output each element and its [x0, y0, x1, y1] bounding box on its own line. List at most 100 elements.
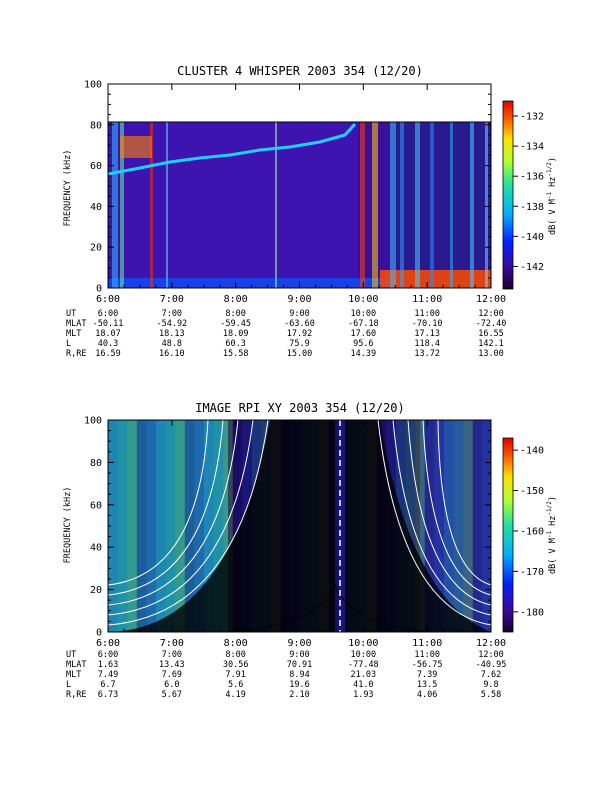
y-tick-label: 80 — [90, 458, 102, 469]
panel1-x-axis: 6:00 7:00 8:00 9:00 10:00 11:00 12:00 — [96, 84, 506, 305]
x-tick-label: 12:00 — [476, 638, 506, 649]
ephemeris-row-label: L — [66, 339, 71, 349]
y-tick-label: 80 — [90, 120, 102, 131]
x-tick-label: 10:00 — [348, 638, 378, 649]
ephemeris-value: 10:00 — [351, 650, 377, 660]
ephemeris-value: 21.03 — [351, 670, 377, 680]
panel2-colorbar — [502, 437, 514, 633]
ephemeris-value: 5.6 — [228, 680, 243, 690]
spectral-stripe — [372, 122, 378, 288]
spectral-column — [434, 420, 444, 632]
y-tick-label: 100 — [84, 80, 102, 91]
ephemeris-value: 7:00 — [162, 650, 182, 660]
spectral-column — [127, 420, 137, 632]
colorbar-tick-label: -140 — [520, 446, 544, 457]
ephemeris-value: 14.39 — [351, 349, 377, 359]
ephemeris-value: 16.10 — [159, 349, 185, 359]
ephemeris-row-label: MLAT — [66, 660, 86, 670]
ephemeris-value: 13.5 — [417, 680, 437, 690]
ephemeris-value: 15.58 — [223, 349, 249, 359]
ephemeris-value: 17.13 — [414, 329, 440, 339]
spectral-column — [146, 420, 156, 632]
ephemeris-value: 9:00 — [289, 650, 309, 660]
spectral-column — [184, 420, 195, 632]
ephemeris-value: 6:00 — [98, 309, 118, 319]
spectral-stripe — [470, 122, 474, 288]
x-tick-label: 12:00 — [476, 294, 506, 305]
ephemeris-value: 16.59 — [95, 349, 121, 359]
y-tick-label: 20 — [90, 585, 102, 596]
ephemeris-row-label: MLT — [66, 329, 81, 339]
x-tick-label: 9:00 — [287, 638, 311, 649]
ephemeris-value: 13.72 — [414, 349, 440, 359]
panel1-title: CLUSTER 4 WHISPER 2003 354 (12/20) — [177, 64, 423, 78]
spectral-column — [472, 420, 483, 632]
ephemeris-value: 18.09 — [223, 329, 249, 339]
model-curve — [108, 420, 224, 596]
ephemeris-value: -63.60 — [284, 319, 315, 329]
ephemeris-value: 2.10 — [289, 690, 309, 700]
spectral-column — [453, 420, 464, 632]
ephemeris-value: 60.3 — [225, 339, 245, 349]
ephemeris-value: 8:00 — [225, 309, 245, 319]
model-curve — [108, 420, 239, 606]
panel1-colorbar-ticks: -132 -134 -136 -138 -140 -142 — [513, 112, 544, 273]
ephemeris-value: 11:00 — [414, 309, 440, 319]
colorbar-tick-label: -140 — [520, 232, 544, 243]
y-tick-label: 0 — [96, 284, 102, 295]
x-tick-label: 11:00 — [412, 294, 442, 305]
y-tick-label: 40 — [90, 543, 102, 554]
ephemeris-value: 30.56 — [223, 660, 249, 670]
model-curve — [392, 420, 491, 616]
ephemeris-value: 95.6 — [353, 339, 373, 349]
spectral-column — [175, 420, 185, 632]
panel2-ylabel: FREQUENCY (kHz) — [63, 487, 73, 564]
model-curve — [108, 420, 269, 626]
ephemeris-value: 1.93 — [353, 690, 373, 700]
panel1-ylabel: FREQUENCY (kHz) — [63, 150, 73, 227]
ephemeris-value: 7.49 — [98, 670, 118, 680]
ephemeris-value: 7.91 — [225, 670, 245, 680]
ephemeris-value: 18.13 — [159, 329, 185, 339]
y-tick-label: 60 — [90, 161, 102, 172]
ephemeris-row-label: R,RE — [66, 690, 86, 700]
y-tick-label: 40 — [90, 202, 102, 213]
ephemeris-value: -50.11 — [93, 319, 124, 329]
ephemeris-value: 15.00 — [287, 349, 313, 359]
colorbar-tick-label: -160 — [520, 526, 544, 537]
ephemeris-value: 48.8 — [162, 339, 182, 349]
ephemeris-value: 6:00 — [98, 650, 118, 660]
ephemeris-value: -59.45 — [220, 319, 251, 329]
ephemeris-value: 7:00 — [162, 309, 182, 319]
ephemeris-value: 17.60 — [351, 329, 377, 339]
ephemeris-value: 11:00 — [414, 650, 440, 660]
spectral-column — [223, 420, 233, 632]
ephemeris-value: 9.8 — [483, 680, 498, 690]
ephemeris-value: 75.9 — [289, 339, 309, 349]
ephemeris-row-label: R,RE — [66, 349, 86, 359]
ephemeris-value: 16.55 — [478, 329, 504, 339]
ephemeris-value: 1.63 — [98, 660, 118, 670]
panel1-colorbar-label: dB( V M-1 Hz-1/2) — [546, 157, 558, 235]
x-tick-label: 7:00 — [160, 294, 184, 305]
spectral-stripe — [415, 122, 420, 288]
spectral-stripe — [485, 122, 488, 288]
y-tick-label: 20 — [90, 243, 102, 254]
ephemeris-row-label: L — [66, 680, 71, 690]
dark-region — [108, 420, 335, 632]
spectral-column — [213, 420, 224, 632]
panel1-features — [108, 122, 488, 288]
panel1-y-axis: 0 20 40 60 80 100 — [84, 80, 491, 295]
ephemeris-value: 6.7 — [100, 680, 115, 690]
colorbar-tick-label: -138 — [520, 202, 544, 213]
ephemeris-value: 6.0 — [164, 680, 179, 690]
spectral-column — [482, 420, 491, 632]
dark-region — [345, 420, 491, 632]
panel2-colorbar-label: dB( V M-1 Hz-1/2) — [546, 496, 558, 574]
ephemeris-value: 4.19 — [225, 690, 245, 700]
model-curve — [377, 420, 491, 626]
model-curve — [108, 420, 209, 586]
ephemeris-value: 12:00 — [478, 309, 504, 319]
